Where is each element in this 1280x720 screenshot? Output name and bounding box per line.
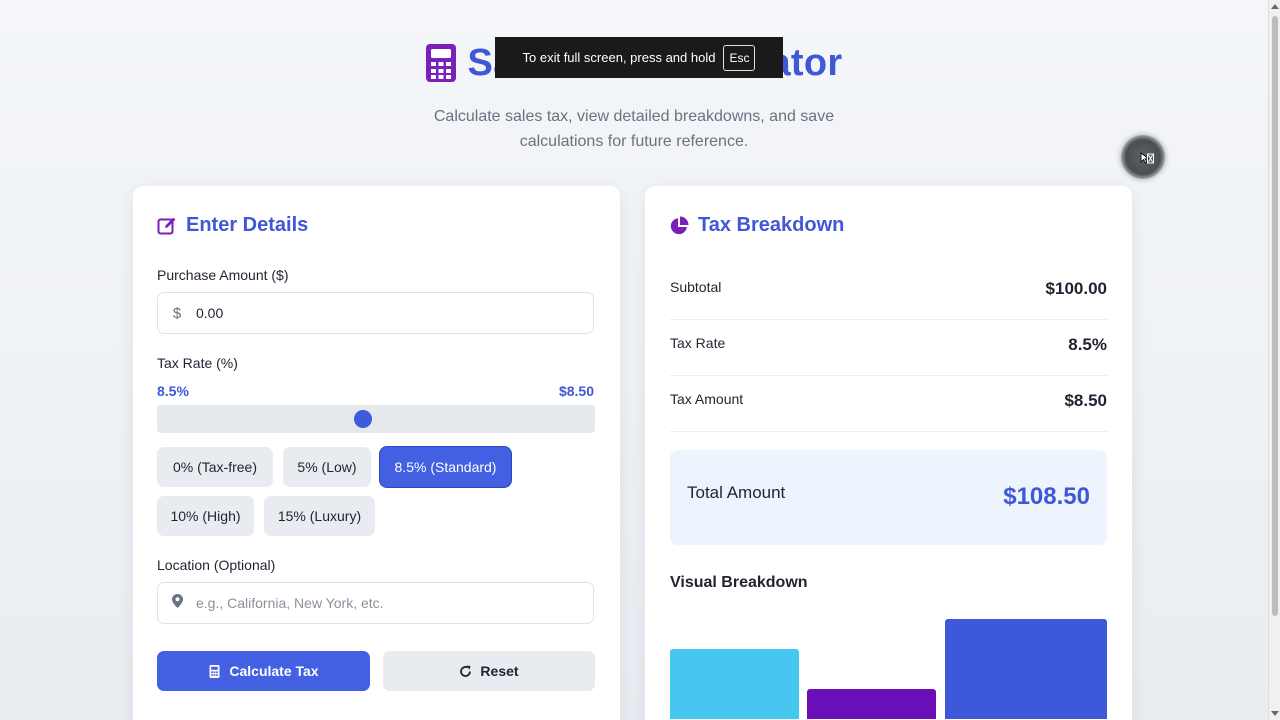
breakdown-row-tax-amount: Tax Amount $8.50 [670, 376, 1107, 432]
location-label: Location (Optional) [157, 557, 276, 573]
bar-tax [807, 689, 936, 719]
total-amount-box: Total Amount $108.50 [670, 450, 1107, 545]
tax-rate-percent: 8.5% [157, 383, 189, 399]
calculate-tax-button[interactable]: Calculate Tax [157, 651, 370, 691]
preset-low[interactable]: 5% (Low) [283, 447, 371, 487]
location-field[interactable] [157, 582, 594, 624]
visual-breakdown-chart: SubtotalTaxTotal [670, 596, 1107, 720]
tax-breakdown-header: Tax Breakdown [669, 214, 844, 237]
tax-breakdown-title: Tax Breakdown [698, 214, 845, 236]
preset-tax-free[interactable]: 0% (Tax-free) [157, 447, 273, 487]
purchase-amount-field[interactable]: $ [157, 292, 594, 334]
tax-rate-row-label: Tax Rate [670, 335, 726, 351]
tax-amount-value: $8.50 [1064, 391, 1107, 410]
enter-details-card: Enter Details Purchase Amount ($) $ Tax … [133, 186, 620, 720]
edit-icon [157, 217, 176, 234]
toast-key: Esc [723, 44, 756, 71]
preset-standard[interactable]: 8.5% (Standard) [380, 447, 511, 487]
calculator-small-icon [209, 664, 220, 678]
purchase-amount-input[interactable] [196, 305, 576, 321]
calculator-icon [425, 44, 456, 82]
reset-button[interactable]: Reset [383, 651, 595, 691]
purchase-amount-label: Purchase Amount ($) [157, 267, 289, 283]
breakdown-row-subtotal: Subtotal $100.00 [670, 264, 1107, 320]
toast-message: To exit full screen, press and hold [522, 50, 716, 65]
scroll-thumb[interactable] [1272, 16, 1278, 616]
visual-breakdown-title: Visual Breakdown [670, 574, 808, 591]
tax-amount-label: Tax Amount [670, 391, 744, 407]
slider-handle[interactable] [353, 410, 372, 428]
scroll-down-arrow[interactable] [1271, 711, 1279, 716]
subtotal-value: $100.00 [1045, 279, 1107, 298]
pie-chart-icon [670, 216, 689, 234]
dollar-prefix: $ [172, 304, 182, 322]
cursor-highlight [1121, 135, 1165, 179]
total-amount-label: Total Amount [687, 483, 786, 502]
bar-total [945, 619, 1107, 719]
tax-rate-amount: $8.50 [558, 383, 594, 399]
location-input[interactable] [196, 595, 576, 611]
tax-rate-row-value: 8.5% [1068, 335, 1107, 354]
preset-high[interactable]: 10% (High) [157, 496, 254, 536]
tax-rate-label: Tax Rate (%) [157, 355, 238, 371]
enter-details-header: Enter Details [157, 214, 308, 237]
reset-label: Reset [480, 663, 519, 679]
total-amount-value: $108.50 [1003, 483, 1090, 510]
calculate-tax-label: Calculate Tax [229, 663, 319, 679]
breakdown-row-tax-rate: Tax Rate 8.5% [670, 320, 1107, 376]
tax-rate-slider[interactable] [157, 405, 595, 433]
page-scrollbar[interactable] [1268, 0, 1280, 720]
cursor-icon [1140, 152, 1154, 164]
fullscreen-exit-toast: To exit full screen, press and hold Esc [495, 37, 783, 78]
scroll-up-arrow[interactable] [1271, 4, 1279, 9]
reset-icon [460, 665, 472, 677]
bar-subtotal [670, 649, 799, 719]
page-subtitle: Calculate sales tax, view detailed break… [433, 108, 835, 150]
tax-breakdown-card: Tax Breakdown Subtotal $100.00 Tax Rate … [645, 186, 1132, 720]
location-pin-icon [158, 594, 196, 612]
enter-details-title: Enter Details [186, 214, 309, 236]
subtotal-label: Subtotal [670, 279, 722, 295]
preset-luxury[interactable]: 15% (Luxury) [264, 496, 375, 536]
